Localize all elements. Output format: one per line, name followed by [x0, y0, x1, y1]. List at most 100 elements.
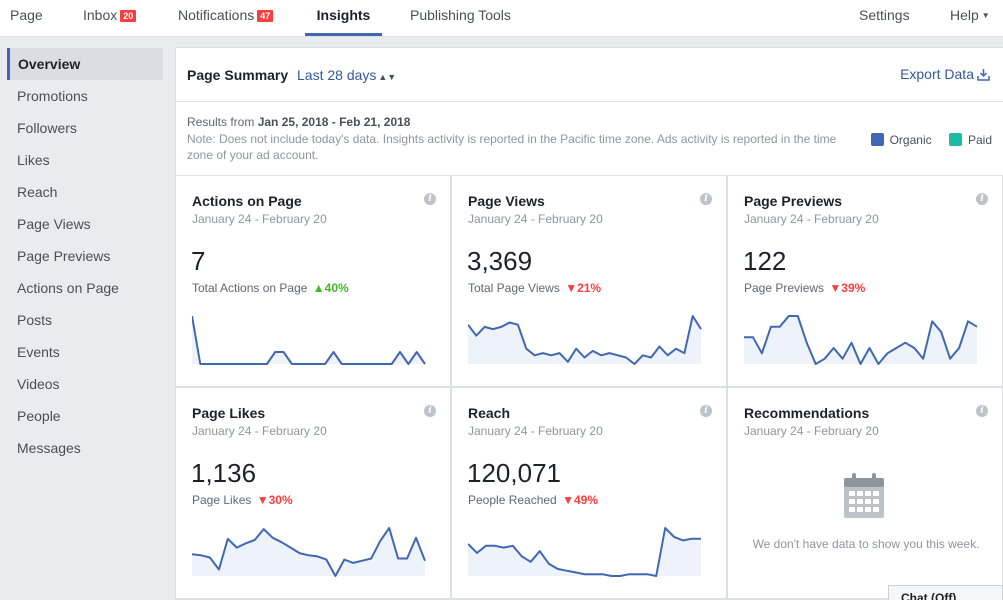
card-metric-label: Total Page Views ▼21% — [468, 281, 601, 295]
card-metric-label: Total Actions on Page ▲40% — [192, 281, 349, 295]
nav-publishing-tools[interactable]: Publishing Tools — [410, 0, 511, 36]
sidebar-item-people[interactable]: People — [17, 408, 61, 424]
card-page-likes[interactable]: Page Likes January 24 - February 20 i 1,… — [175, 387, 451, 599]
card-value: 120,071 — [467, 458, 561, 488]
sparkline-area — [468, 528, 701, 576]
nav-publishing-tools-label: Publishing Tools — [410, 7, 511, 23]
card-metric-label: Page Previews ▼39% — [744, 281, 865, 295]
sparkline-area — [468, 316, 701, 364]
export-data-button[interactable]: Export Data — [900, 66, 990, 82]
sidebar-item-messages[interactable]: Messages — [17, 440, 81, 456]
sidebar-item-overview[interactable]: Overview — [7, 48, 163, 80]
inbox-badge: 20 — [119, 9, 138, 23]
nav-inbox-label: Inbox — [83, 7, 118, 23]
sparkline-line — [468, 315, 702, 365]
calendar-icon — [844, 473, 884, 518]
sidebar-item-likes[interactable]: Likes — [17, 152, 50, 168]
top-nav: Page Inbox 20 Notifications 47 Insights Pu… — [0, 0, 1003, 37]
change-value: 30% — [268, 493, 293, 507]
card-title: Page Previews — [744, 193, 843, 209]
arrow-down-icon: ▼ — [829, 281, 842, 295]
nav-help[interactable]: Help ▼ — [950, 0, 990, 36]
notifications-badge: 47 — [256, 9, 275, 23]
results-dates: Jan 25, 2018 - Feb 21, 2018 — [257, 115, 411, 129]
card-value: 3,369 — [467, 246, 533, 276]
organic-swatch — [870, 133, 884, 146]
sparkline-chart — [192, 315, 426, 365]
chat-tab[interactable]: Chat (Off) — [888, 585, 1003, 600]
sidebar-item-videos[interactable]: Videos — [17, 376, 60, 392]
sidebar-item-followers[interactable]: Followers — [17, 120, 77, 136]
nav-settings-label: Settings — [859, 7, 910, 23]
card-date: January 24 - February 20 — [468, 212, 603, 226]
sparkline-chart — [468, 315, 702, 365]
card-recommendations[interactable]: Recommendations January 24 - February 20… — [727, 387, 1003, 599]
change-indicator: ▼49% — [562, 493, 598, 507]
card-value: 122 — [743, 246, 787, 276]
sparkline-chart — [192, 527, 426, 577]
nav-notifications-label: Notifications — [178, 7, 255, 23]
legend-organic-label: Organic — [889, 133, 932, 147]
sidebar-item-posts[interactable]: Posts — [17, 312, 53, 328]
sidebar: Overview Promotions Followers Likes Reac… — [7, 48, 163, 464]
arrow-up-icon: ▲ — [312, 281, 325, 295]
change-indicator: ▲40% — [313, 281, 349, 295]
info-icon[interactable]: i — [700, 193, 712, 205]
sidebar-item-reach[interactable]: Reach — [17, 184, 58, 200]
card-date: January 24 - February 20 — [468, 424, 603, 438]
nav-insights[interactable]: Insights — [305, 0, 382, 36]
card-actions-on-page[interactable]: Actions on Page January 24 - February 20… — [175, 175, 451, 387]
info-icon[interactable]: i — [700, 405, 712, 417]
arrow-down-icon: ▼ — [562, 493, 574, 507]
sidebar-item-page-views[interactable]: Page Views — [17, 216, 91, 232]
card-value: 7 — [191, 246, 206, 276]
nav-inbox[interactable]: Inbox 20 — [83, 0, 138, 36]
metric-label: People Reached — [468, 493, 557, 507]
metric-label: Page Likes — [192, 493, 252, 507]
results-range: Results from Jan 25, 2018 - Feb 21, 2018 — [187, 115, 410, 129]
card-title: Actions on Page — [192, 193, 302, 209]
paid-swatch — [948, 133, 962, 146]
nav-notifications[interactable]: Notifications 47 — [178, 0, 275, 36]
card-date: January 24 - February 20 — [744, 212, 879, 226]
summary-header: Page Summary Last 28 days ▲▼ Export Data — [176, 48, 1003, 102]
card-date: January 24 - February 20 — [744, 424, 879, 438]
card-page-views[interactable]: Page Views January 24 - February 20 i 3,… — [451, 175, 727, 387]
nav-help-label: Help — [950, 7, 979, 23]
sparkline-chart — [468, 527, 701, 577]
card-date: January 24 - February 20 — [192, 424, 327, 438]
caret-down-icon: ▼ — [981, 11, 990, 20]
info-icon[interactable]: i — [976, 193, 988, 205]
metric-label: Total Actions on Page — [192, 281, 308, 295]
sparkline-line — [744, 315, 978, 365]
card-title: Page Likes — [192, 405, 266, 421]
export-data-label: Export Data — [900, 66, 974, 82]
legend-paid: Paid — [948, 133, 992, 147]
card-metric-label: Page Likes ▼30% — [192, 493, 293, 507]
sidebar-item-promotions[interactable]: Promotions — [17, 88, 88, 104]
nav-page[interactable]: Page — [10, 0, 43, 36]
card-page-previews[interactable]: Page Previews January 24 - February 20 i… — [727, 175, 1003, 387]
info-icon[interactable]: i — [976, 405, 988, 417]
page-summary-title: Page Summary — [187, 67, 289, 83]
card-title: Reach — [468, 405, 511, 421]
nav-settings[interactable]: Settings — [859, 0, 910, 36]
metric-label: Page Previews — [744, 281, 825, 295]
period-label: Last 28 days — [297, 67, 377, 83]
change-value: 40% — [324, 281, 349, 295]
sparkline-area — [192, 316, 425, 364]
change-value: 21% — [577, 281, 602, 295]
sidebar-item-events[interactable]: Events — [17, 344, 60, 360]
period-selector[interactable]: Last 28 days ▲▼ — [297, 67, 396, 83]
empty-state-text: We don't have data to show you this week… — [752, 537, 980, 551]
info-icon[interactable]: i — [424, 193, 436, 205]
card-reach[interactable]: Reach January 24 - February 20 i 120,071… — [451, 387, 727, 599]
timezone-note: Note: Does not include today's data. Ins… — [187, 132, 837, 162]
sparkline-area — [192, 528, 425, 576]
sidebar-item-actions-on-page[interactable]: Actions on Page — [17, 280, 119, 296]
info-icon[interactable]: i — [424, 405, 436, 417]
sparkline-chart — [744, 315, 978, 365]
card-date: January 24 - February 20 — [192, 212, 327, 226]
sidebar-item-page-previews[interactable]: Page Previews — [17, 248, 111, 264]
arrow-down-icon: ▼ — [565, 281, 578, 295]
